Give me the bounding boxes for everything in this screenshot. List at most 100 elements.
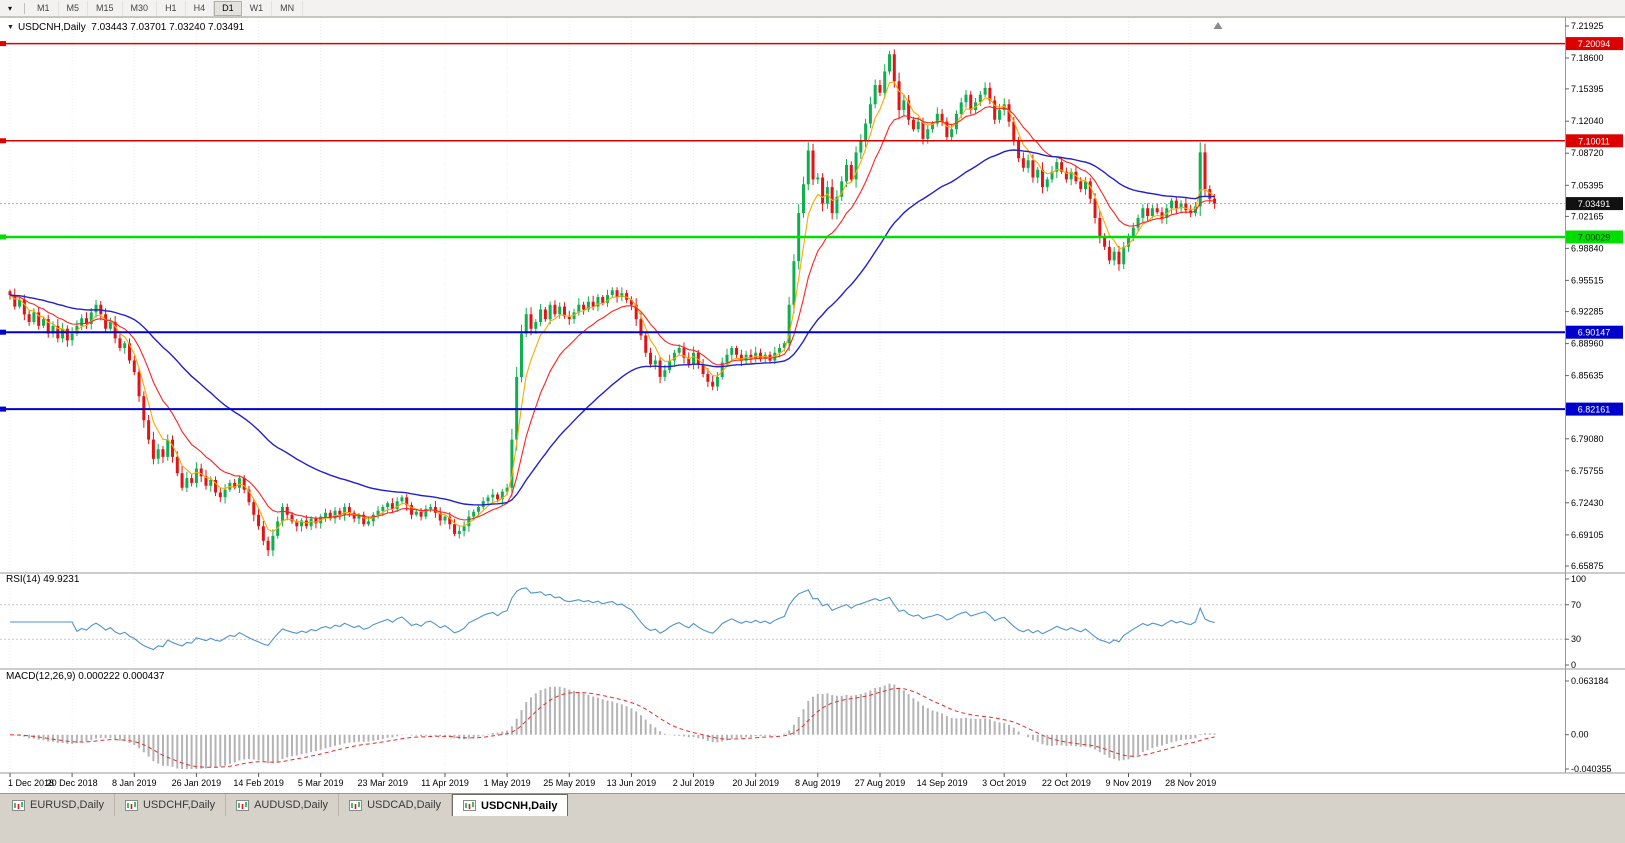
svg-text:13 Jun 2019: 13 Jun 2019 [607,778,657,788]
timeframe-button-h4[interactable]: H4 [186,0,215,16]
chart-tab-bar: EURUSD,Daily USDCHF,Daily AUDUSD,Daily USDC… [0,793,1625,843]
svg-text:30: 30 [1571,634,1581,644]
svg-text:11 Apr 2019: 11 Apr 2019 [421,778,469,788]
svg-text:20 Dec 2018: 20 Dec 2018 [47,778,98,788]
svg-text:1 Dec 2018: 1 Dec 2018 [8,778,54,788]
svg-text:6.82161: 6.82161 [1578,405,1611,415]
chart-tab-icon [349,799,363,811]
macd-axis: 0.063184 0.00 -0.040355 [1565,676,1612,774]
svg-text:6.90147: 6.90147 [1578,328,1611,338]
svg-text:7.18600: 7.18600 [1571,53,1604,63]
chart-tab-label: AUDUSD,Daily [254,799,329,811]
chart-tab-label: USDCNH,Daily [481,799,558,812]
svg-text:6.75755: 6.75755 [1571,466,1604,476]
chart-tab-usdcad[interactable]: USDCAD,Daily [339,794,453,816]
svg-text:7.20094: 7.20094 [1578,39,1611,49]
svg-text:7.08720: 7.08720 [1571,148,1604,158]
chart-tab-usdcnh[interactable]: USDCNH,Daily [452,794,569,816]
svg-text:7.12040: 7.12040 [1571,116,1604,126]
line-left-handle [0,41,6,47]
svg-text:27 Aug 2019: 27 Aug 2019 [855,778,906,788]
timeframe-button-mn[interactable]: MN [272,0,304,16]
rsi-axis: 100 70 30 0 [1565,574,1586,670]
svg-text:7.15395: 7.15395 [1571,84,1604,94]
svg-text:23 Mar 2019: 23 Mar 2019 [358,778,409,788]
svg-text:14 Feb 2019: 14 Feb 2019 [233,778,284,788]
svg-text:6.79080: 6.79080 [1571,434,1604,444]
rsi-panel [0,587,1565,651]
svg-text:0.00: 0.00 [1571,730,1589,740]
chart-tab-label: USDCAD,Daily [367,799,442,811]
svg-text:28 Nov 2019: 28 Nov 2019 [1165,778,1216,788]
chart-tab-icon [12,799,25,811]
svg-text:0: 0 [1571,660,1576,670]
chart-tabs: EURUSD,Daily USDCHF,Daily AUDUSD,Daily USDC… [0,794,1625,816]
chart-tab-usdchf[interactable]: USDCHF,Daily [115,794,227,816]
svg-text:7.02165: 7.02165 [1571,211,1604,221]
horizontal-level-lines[interactable] [0,41,1565,412]
svg-text:5 Mar 2019: 5 Mar 2019 [298,778,344,788]
svg-text:7.05395: 7.05395 [1571,180,1604,190]
svg-text:-0.040355: -0.040355 [1571,764,1612,774]
svg-text:0.063184: 0.063184 [1571,676,1609,686]
moving-average-lines [9,81,1215,533]
svg-text:8 Jan 2019: 8 Jan 2019 [112,778,157,788]
timeframe-button-m1[interactable]: M1 [29,0,59,16]
svg-text:7.00029: 7.00029 [1578,233,1611,243]
svg-text:25 May 2019: 25 May 2019 [543,778,595,788]
svg-text:22 Oct 2019: 22 Oct 2019 [1042,778,1091,788]
svg-text:70: 70 [1571,600,1581,610]
panel-separators [0,17,1625,774]
svg-text:3 Oct 2019: 3 Oct 2019 [982,778,1026,788]
line-left-handle [0,138,6,144]
chart-tab-icon [236,799,250,811]
chart-shift-marker[interactable] [1213,22,1223,29]
chart-tab-icon [124,799,138,811]
timeframe-button-w1[interactable]: W1 [242,0,273,16]
svg-text:6.98840: 6.98840 [1571,243,1604,253]
candlesticks [8,49,1217,557]
line-left-handle [0,406,6,412]
chart-menu-dropdown-icon[interactable]: ▾ [7,3,12,13]
svg-text:6.65875: 6.65875 [1571,561,1604,571]
svg-text:6.88960: 6.88960 [1571,339,1604,349]
chart-tab-audusd[interactable]: AUDUSD,Daily [226,794,340,816]
timeframe-button-m15[interactable]: M15 [88,0,123,16]
svg-text:7.10011: 7.10011 [1578,136,1610,146]
chart-tab-eurusd[interactable]: EURUSD,Daily [2,794,115,816]
svg-text:14 Sep 2019: 14 Sep 2019 [917,778,968,788]
chart-tab-icon [463,800,477,811]
svg-text:7.03491: 7.03491 [1578,199,1611,209]
svg-text:8 Aug 2019: 8 Aug 2019 [795,778,841,788]
chart-tab-label: EURUSD,Daily [30,799,104,811]
timeframe-toolbar: ▾ M1 M5 M15 M30 H1 H4 D1 W1 MN [0,0,1625,17]
timeframe-button-m30[interactable]: M30 [123,0,158,16]
svg-text:6.72430: 6.72430 [1571,498,1604,508]
svg-text:26 Jan 2019: 26 Jan 2019 [172,778,222,788]
svg-text:2 Jul 2019: 2 Jul 2019 [673,778,715,788]
timeframe-button-h1[interactable]: H1 [157,0,186,16]
svg-text:100: 100 [1571,574,1586,584]
svg-text:6.69105: 6.69105 [1571,530,1604,540]
timeframe-button-d1[interactable]: D1 [214,0,242,16]
svg-text:6.95515: 6.95515 [1571,275,1604,285]
timeframe-buttons: M1 M5 M15 M30 H1 H4 D1 W1 MN [29,0,304,16]
timeframe-button-m5[interactable]: M5 [59,0,89,16]
macd-panel [9,683,1216,769]
macd-histogram [13,683,1216,769]
price-tags[interactable]: 7.20094 7.10011 7.00029 6.90147 6.82161 7.034… [1566,37,1623,416]
price-chart-canvas[interactable]: 7.21925 7.18600 7.15395 7.12040 7.08720 7.053… [0,17,1625,793]
svg-text:7.21925: 7.21925 [1571,21,1604,31]
down-candle-bodies [8,54,1217,551]
toolbar-divider [24,2,25,14]
line-left-handle [0,329,6,335]
chart-tab-label: USDCHF,Daily [142,799,216,811]
price-axis: 7.21925 7.18600 7.15395 7.12040 7.08720 7.053… [1565,21,1604,571]
svg-text:20 Jul 2019: 20 Jul 2019 [732,778,779,788]
svg-text:1 May 2019: 1 May 2019 [484,778,531,788]
svg-text:6.92285: 6.92285 [1571,307,1604,317]
line-left-handle [0,234,6,240]
svg-text:9 Nov 2019: 9 Nov 2019 [1105,778,1151,788]
